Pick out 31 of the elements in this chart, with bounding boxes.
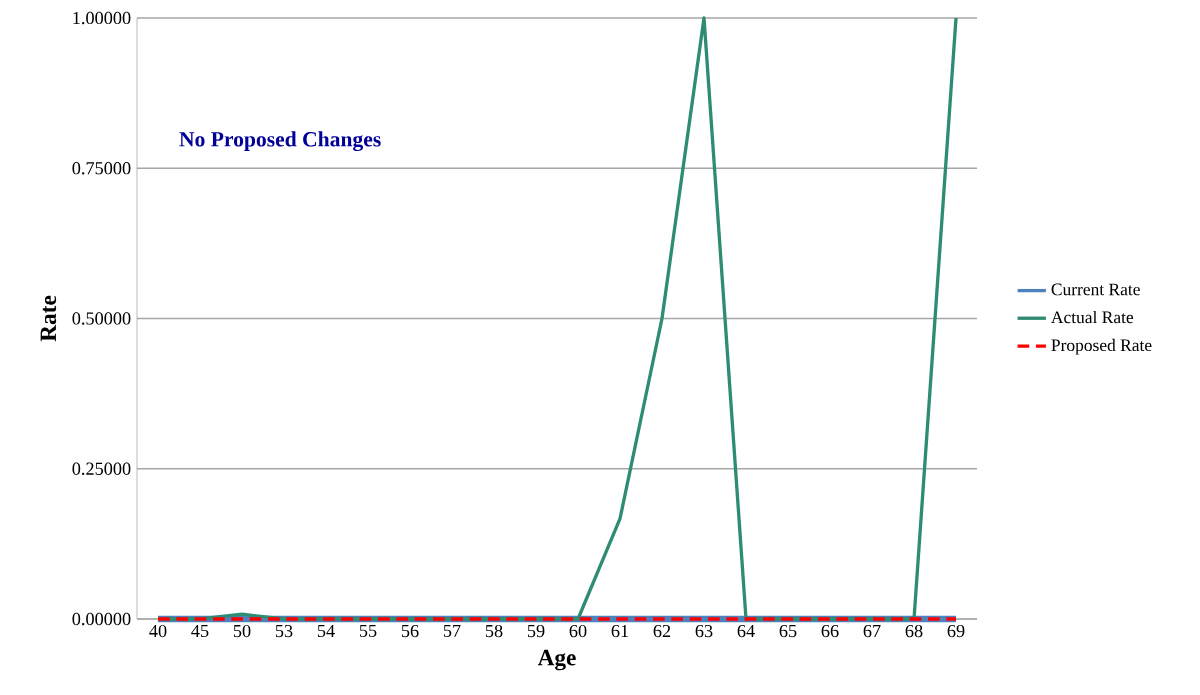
legend-label: Actual Rate — [1051, 310, 1134, 324]
x-tick-label: 58 — [485, 624, 503, 638]
x-tick-label: 61 — [611, 624, 629, 638]
x-tick-label: 57 — [443, 624, 461, 638]
y-tick-label: 0.25000 — [72, 462, 131, 475]
x-tick-label: 68 — [905, 624, 923, 638]
y-axis-title: Rate — [40, 295, 57, 342]
x-tick-label: 55 — [359, 624, 377, 638]
annotation: No Proposed Changes — [179, 131, 381, 152]
y-tick-label: 0.00000 — [72, 612, 131, 626]
x-tick-label: 60 — [569, 624, 587, 638]
x-tick-label: 66 — [821, 624, 839, 638]
x-tick-label: 69 — [947, 624, 965, 638]
x-tick-label: 53 — [275, 624, 293, 638]
x-tick-label: 65 — [779, 624, 797, 638]
x-tick-label: 45 — [191, 624, 209, 638]
x-tick-label: 63 — [695, 624, 713, 638]
x-tick-label: 64 — [737, 624, 755, 638]
y-tick-label: 0.75000 — [72, 162, 131, 175]
legend-label: Current Rate — [1051, 283, 1140, 296]
x-axis-title: Age — [537, 649, 576, 671]
legend-label: Proposed Rate — [1051, 338, 1152, 355]
x-tick-label: 59 — [527, 624, 545, 638]
y-tick-label: 1.00000 — [73, 11, 131, 25]
x-tick-label: 56 — [401, 624, 419, 638]
x-tick-label: 40 — [149, 624, 167, 638]
x-tick-label: 62 — [653, 624, 671, 638]
x-tick-label: 54 — [317, 624, 335, 638]
x-tick-label: 50 — [233, 624, 251, 638]
x-tick-label: 67 — [863, 624, 881, 638]
y-tick-label: 0.50000 — [72, 312, 131, 325]
